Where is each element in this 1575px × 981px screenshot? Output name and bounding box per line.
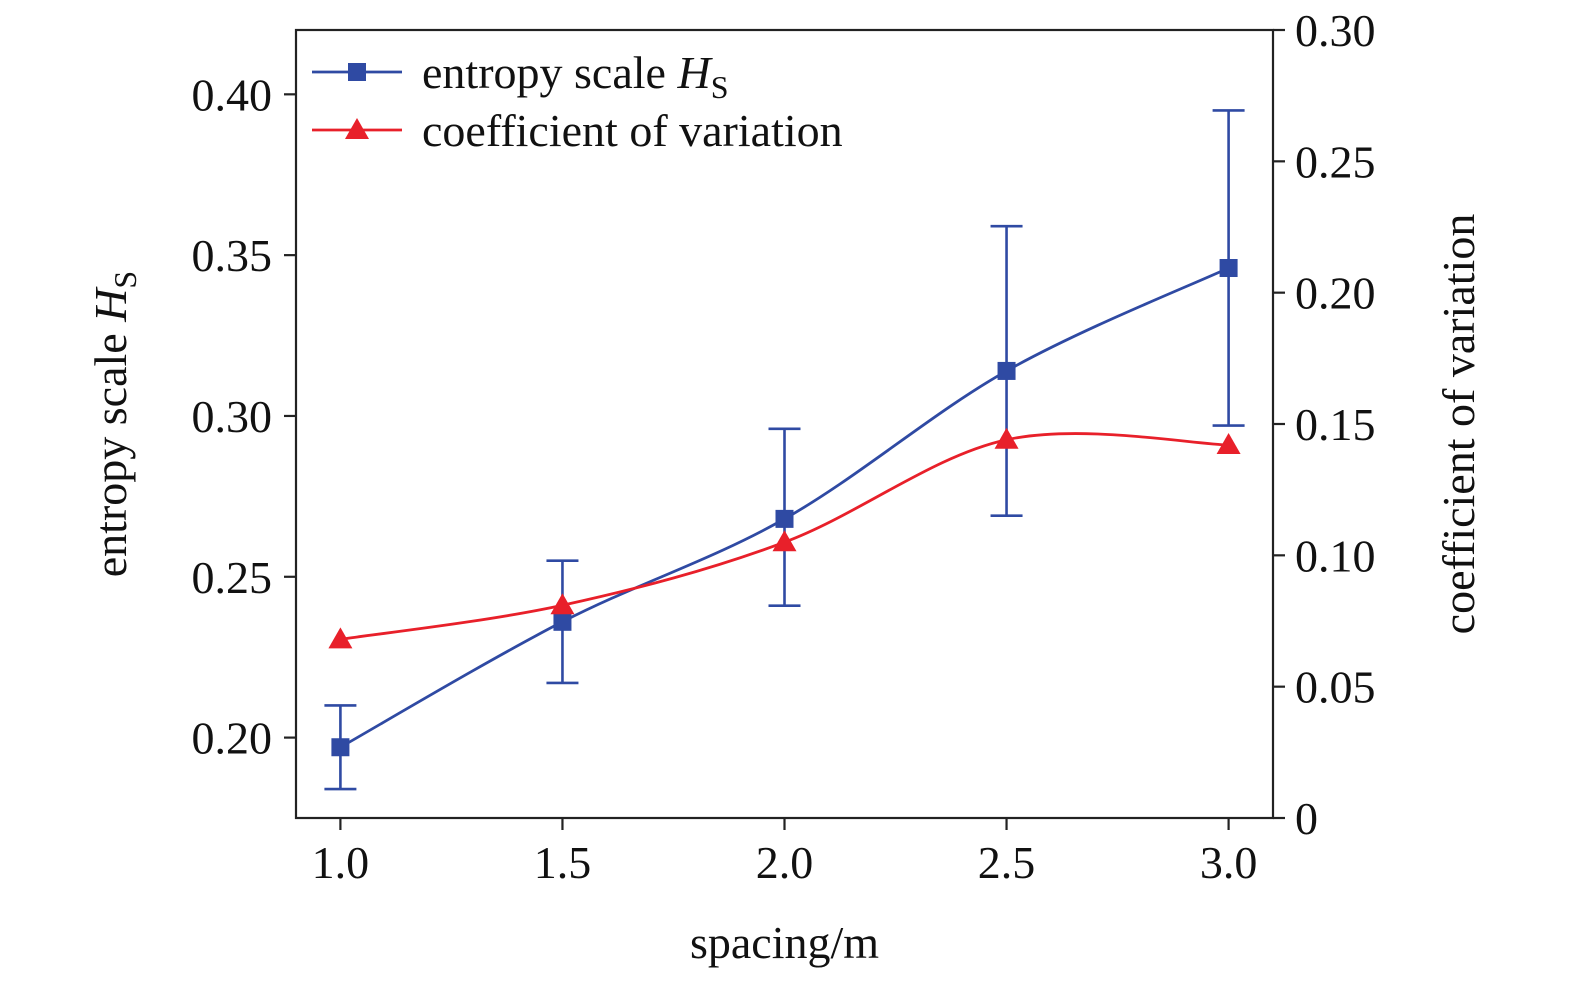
y2-tick-label: 0	[1295, 793, 1318, 844]
series-1	[328, 427, 1241, 649]
legend-label-main: coefficient of variation	[422, 105, 843, 156]
legend-label-var: H	[676, 47, 713, 98]
x-tick-label: 3.0	[1200, 837, 1258, 888]
legend-marker	[348, 63, 366, 81]
y-axis-label-var: H	[85, 286, 136, 323]
data-point	[550, 593, 575, 615]
legend-label: entropy scale HS	[422, 47, 728, 105]
y-axis-label-main: entropy scale	[85, 322, 136, 577]
y2-tick-label: 0.30	[1295, 5, 1376, 56]
y2-axis-label: coefficient of variation	[1433, 214, 1484, 635]
y-axis-label-sub: S	[107, 271, 143, 289]
data-point	[553, 612, 572, 631]
y2-tick-label: 0.05	[1295, 662, 1376, 713]
data-point	[772, 530, 797, 552]
legend-label-main: entropy scale	[422, 47, 677, 98]
data-point	[331, 738, 350, 757]
y2-tick-label: 0.20	[1295, 268, 1376, 319]
legend-marker	[345, 118, 369, 139]
data-point	[997, 361, 1016, 380]
y-tick-label: 0.25	[192, 552, 273, 603]
y2-tick-label: 0.10	[1295, 530, 1376, 581]
y2-tick-label: 0.25	[1295, 136, 1376, 187]
y-tick-label: 0.20	[192, 713, 273, 764]
axes: 1.0 1.5 2.0 2.5 3.0 0.20 0.25 0.30 0.35 0.40 0 0.05…	[85, 5, 1484, 968]
data-point	[328, 627, 353, 649]
series-0	[324, 109, 1245, 791]
x-tick-label: 2.0	[756, 837, 814, 888]
x-tick-label: 1.5	[534, 837, 592, 888]
y-tick-label: 0.35	[192, 230, 273, 281]
legend-item-1: coefficient of variation	[312, 105, 843, 156]
legend-label-sub: S	[711, 69, 729, 105]
data-point	[775, 509, 794, 528]
y2-tick-label: 0.15	[1295, 399, 1376, 450]
y-tick-label: 0.40	[192, 69, 273, 120]
legend-label: coefficient of variation	[422, 105, 843, 156]
data-point	[1219, 259, 1238, 278]
y-axis-label: entropy scale HS	[85, 271, 143, 577]
legend-item-0: entropy scale HS	[312, 47, 728, 105]
data-point	[994, 427, 1019, 449]
x-tick-label: 2.5	[978, 837, 1036, 888]
x-axis-label: spacing/m	[690, 917, 879, 968]
y-tick-label: 0.30	[192, 391, 273, 442]
x-tick-label: 1.0	[312, 837, 370, 888]
data-point	[1216, 433, 1241, 455]
series-layer	[324, 109, 1245, 791]
